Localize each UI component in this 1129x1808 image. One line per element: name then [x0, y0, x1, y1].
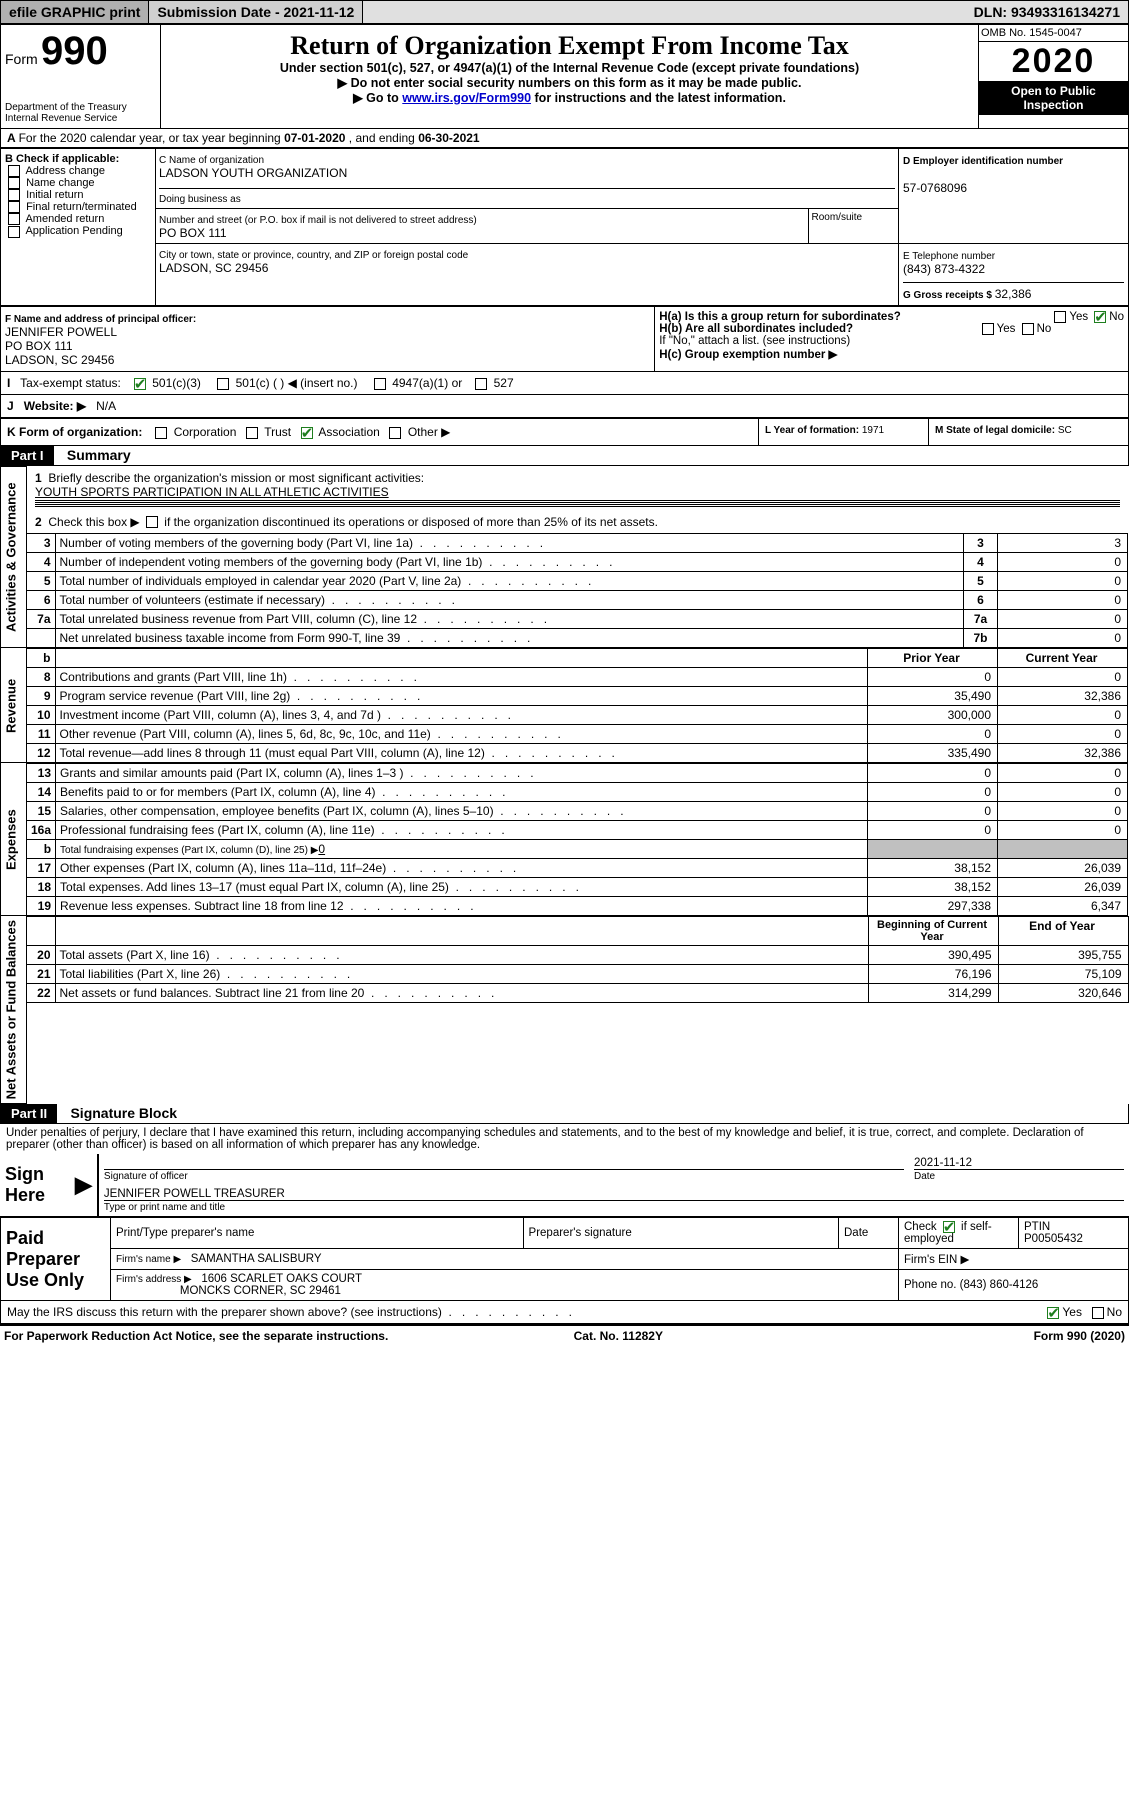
room-label: Room/suite [808, 209, 898, 243]
ein: 57-0768096 [903, 181, 967, 195]
line2-text: Check this box ▶ if the organization dis… [48, 515, 658, 529]
ptin: P00505432 [1024, 1233, 1083, 1245]
tax-year: 2020 [979, 42, 1128, 81]
box-f-label: F Name and address of principal officer: [5, 314, 196, 325]
officer-group-block: F Name and address of principal officer:… [0, 306, 1129, 372]
officer-name: JENNIFER POWELL [5, 325, 117, 339]
box-c-label: C Name of organization [159, 155, 264, 166]
org-name: LADSON YOUTH ORGANIZATION [159, 166, 347, 180]
dln: DLN: 93493316134271 [966, 1, 1128, 23]
form-title: Return of Organization Exempt From Incom… [167, 31, 972, 61]
box-g-label: G Gross receipts $ [903, 290, 995, 301]
sig-arrow-icon: ▶ [75, 1172, 92, 1197]
box-e-label: E Telephone number [903, 251, 995, 262]
efile-btn[interactable]: efile GRAPHIC print [1, 1, 149, 23]
form-word: Form [5, 51, 38, 67]
form-number: 990 [41, 29, 108, 73]
paid-preparer: Paid Preparer Use Only Print/Type prepar… [0, 1216, 1129, 1301]
row-i: I Tax-exempt status: 501(c)(3) 501(c) ( … [0, 372, 1129, 395]
part2-header: Part II Signature Block [0, 1104, 1129, 1124]
form990-link[interactable]: www.irs.gov/Form990 [402, 91, 531, 105]
ag-lines: 3Number of voting members of the governi… [27, 533, 1128, 648]
city-label: City or town, state or province, country… [159, 250, 468, 261]
firm-addr1: 1606 SCARLET OAKS COURT [201, 1273, 362, 1285]
submission-date: Submission Date - 2021-11-12 [149, 1, 363, 23]
discuss-yes[interactable] [1047, 1307, 1059, 1319]
part1-body: Activities & Governance 1 Briefly descri… [0, 466, 1129, 1104]
firm-name: SAMANTHA SALISBURY [191, 1253, 322, 1265]
topbar: efile GRAPHIC print Submission Date - 20… [0, 0, 1129, 24]
perjury: Under penalties of perjury, I declare th… [0, 1124, 1129, 1154]
phone: (843) 873-4322 [903, 262, 985, 276]
period-line: A For the 2020 calendar year, or tax yea… [0, 129, 1129, 148]
rev-lines: b Prior Year Current Year 8Contributions… [27, 648, 1128, 763]
cb-address-change[interactable] [8, 165, 20, 177]
cb-self-employed[interactable] [943, 1221, 955, 1233]
hb-label: H(b) Are all subordinates included? [659, 323, 853, 335]
footer: For Paperwork Reduction Act Notice, see … [0, 1324, 1129, 1346]
gross-receipts: 32,386 [995, 287, 1032, 301]
dept-irs: Internal Revenue Service [5, 113, 156, 124]
part1-header: Part I Summary [0, 446, 1129, 466]
sign-here: Sign Here ▶ Signature of officer 2021-11… [0, 1154, 1129, 1216]
firm-phone: (843) 860-4126 [960, 1279, 1039, 1291]
discuss-no[interactable] [1092, 1307, 1104, 1319]
cb-final-return[interactable] [8, 201, 20, 213]
cb-501c3[interactable] [134, 378, 146, 390]
box-d-label: D Employer identification number [903, 156, 1063, 167]
ha-no[interactable] [1094, 311, 1106, 323]
cb-527[interactable] [475, 378, 487, 390]
hc-label: H(c) Group exemption number ▶ [659, 349, 837, 361]
hb-note: If "No," attach a list. (see instruction… [659, 335, 1124, 347]
cb-other[interactable] [389, 427, 401, 439]
sig-name: JENNIFER POWELL TREASURER [104, 1188, 1124, 1201]
omb-no: OMB No. 1545-0047 [979, 25, 1128, 42]
cb-discontinued[interactable] [146, 516, 158, 528]
cb-initial-return[interactable] [8, 189, 20, 201]
cb-app-pending[interactable] [8, 226, 20, 238]
cb-assoc[interactable] [301, 427, 313, 439]
dept-treasury: Department of the Treasury [5, 102, 156, 113]
officer-addr1: PO BOX 111 [5, 339, 73, 353]
form-header: Form 990 Department of the Treasury Inte… [0, 24, 1129, 129]
ha-label: H(a) Is this a group return for subordin… [659, 311, 901, 323]
cb-corp[interactable] [155, 427, 167, 439]
discuss-row: May the IRS discuss this return with the… [0, 1301, 1129, 1324]
ha-yes[interactable] [1054, 311, 1066, 323]
box-b-title: B Check if applicable: [5, 153, 119, 165]
subtitle-2: Do not enter social security numbers on … [167, 75, 972, 90]
cb-501c[interactable] [217, 378, 229, 390]
dba-label: Doing business as [159, 194, 241, 205]
subtitle-3: Go to www.irs.gov/Form990 for instructio… [167, 90, 972, 105]
sec-na: Net Assets or Fund Balances [1, 916, 27, 1104]
sec-rev: Revenue [1, 648, 27, 763]
hb-yes[interactable] [982, 323, 994, 335]
sig-date: 2021-11-12 [914, 1157, 1124, 1170]
cb-amended[interactable] [8, 213, 20, 225]
officer-addr2: LADSON, SC 29456 [5, 353, 114, 367]
exp-lines: 13Grants and similar amounts paid (Part … [27, 763, 1128, 916]
street-label: Number and street (or P.O. box if mail i… [159, 215, 477, 226]
sec-exp: Expenses [1, 763, 27, 916]
hb-no[interactable] [1022, 323, 1034, 335]
open-inspection: Open to Public Inspection [979, 81, 1128, 115]
entity-block: B Check if applicable: Address change Na… [0, 148, 1129, 306]
cb-name-change[interactable] [8, 177, 20, 189]
row-j: J Website: ▶ N/A [0, 395, 1129, 418]
sec-ag: Activities & Governance [1, 467, 27, 648]
street: PO BOX 111 [159, 226, 227, 240]
row-klm: K Form of organization: Corporation Trus… [0, 418, 1129, 446]
firm-addr2: MONCKS CORNER, SC 29461 [180, 1285, 341, 1297]
cb-trust[interactable] [246, 427, 258, 439]
domicile: SC [1058, 425, 1072, 436]
year-formation: 1971 [862, 425, 884, 436]
na-lines: Beginning of Current Year End of Year 20… [27, 916, 1129, 1003]
cb-4947[interactable] [374, 378, 386, 390]
city: LADSON, SC 29456 [159, 261, 268, 275]
mission: YOUTH SPORTS PARTICIPATION IN ALL ATHLET… [35, 485, 389, 499]
subtitle-1: Under section 501(c), 527, or 4947(a)(1)… [167, 61, 972, 75]
